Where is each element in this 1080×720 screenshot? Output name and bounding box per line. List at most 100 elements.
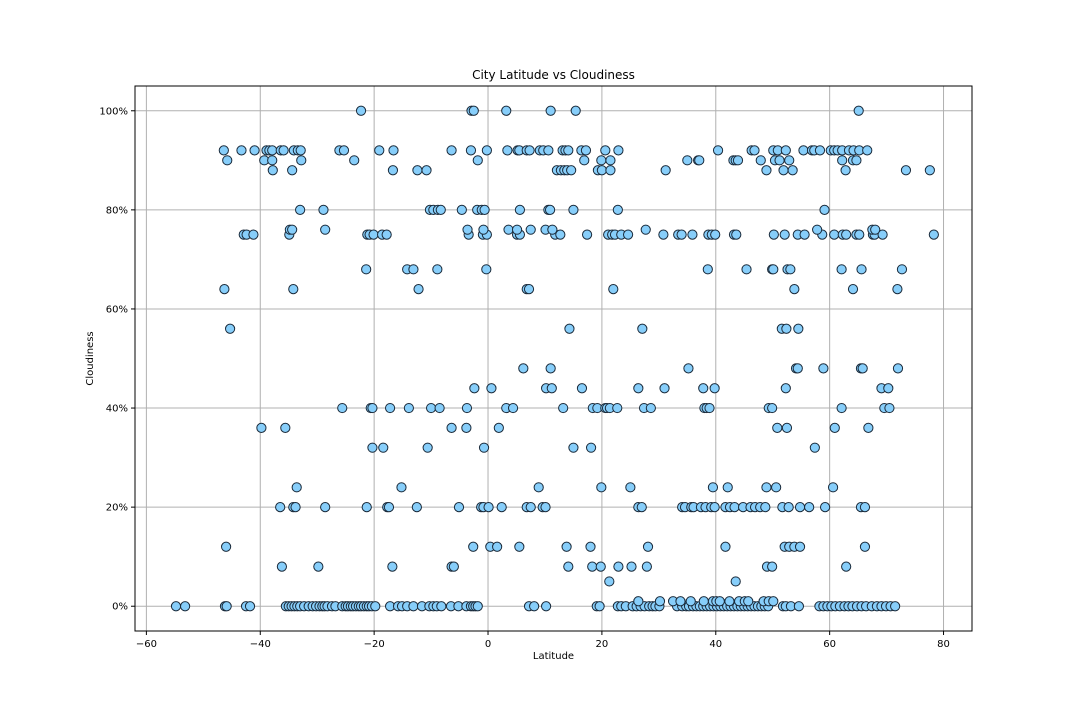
data-point [249,145,260,156]
data-point [381,229,392,240]
data-point [814,145,826,156]
data-point [809,442,820,453]
data-point [295,145,306,156]
data-point [501,105,512,116]
data-point [370,601,381,612]
data-point [503,224,514,235]
data-point [892,363,904,374]
data-point [568,204,579,215]
data-point [462,224,473,235]
data-point [435,204,446,215]
data-point [275,502,286,513]
data-point [710,229,721,240]
data-point [221,601,232,612]
data-point [566,165,577,176]
data-point [561,541,572,552]
data-point [729,502,740,513]
data-point [778,165,789,176]
data-point [280,422,291,433]
data-point [295,204,306,215]
data-point [543,145,554,156]
data-point [525,224,536,235]
data-point [276,561,288,572]
data-point [434,402,445,414]
data-point [784,155,795,166]
data-point [563,145,574,156]
data-point [479,204,490,215]
data-point [436,601,447,612]
data-point [408,601,419,612]
data-point [540,502,551,513]
data-point [493,422,504,433]
data-point [384,402,396,414]
data-point [576,383,588,394]
data-point [660,165,671,176]
data-point [581,229,593,240]
data-point [760,502,771,513]
data-point [267,165,278,176]
y-tick-label: 60% [106,304,128,315]
data-point [579,155,590,166]
data-point [596,155,607,166]
data-point [720,541,731,552]
x-tick-label: −40 [250,639,271,650]
data-point [890,601,901,612]
data-point [741,264,752,275]
data-point [595,561,606,572]
data-point [829,422,840,433]
data-point [320,224,331,235]
data-point [486,383,497,394]
data-point [413,284,424,295]
data-point [755,155,766,166]
data-point [640,224,651,235]
data-point [558,402,569,414]
data-point [683,363,694,374]
data-point [633,383,644,394]
data-point [829,229,840,240]
data-point [600,145,611,156]
data-point [425,402,437,414]
data-point [804,502,815,513]
data-point [774,155,785,166]
data-point [468,541,479,552]
data-point [524,145,535,156]
data-point [863,422,874,433]
data-point [625,482,636,493]
y-tick-label: 80% [106,205,128,216]
data-point [884,402,895,414]
data-point [422,442,433,453]
data-point [859,541,871,552]
data-point [605,155,616,166]
data-point [698,596,709,607]
data-point [659,383,670,394]
data-point [585,541,596,552]
data-point [544,204,556,215]
data-point [787,165,798,176]
data-point [368,229,379,240]
data-point [924,165,935,176]
data-point [636,502,647,513]
data-point [709,502,720,513]
data-point [461,422,472,433]
data-point [707,482,719,493]
data-point [411,502,422,513]
data-point [841,561,852,572]
x-tick-label: 20 [596,639,609,650]
data-point [492,541,503,552]
data-point [642,541,654,552]
data-point [587,561,598,572]
data-point [540,601,552,612]
data-point [794,502,806,513]
data-point [545,363,556,374]
data-point [563,561,574,572]
data-point [378,442,389,453]
data-point [722,482,733,493]
data-point [472,155,483,166]
data-point [812,224,823,235]
data-point [892,284,903,295]
data-point [613,561,624,572]
data-point [313,561,324,572]
data-point [236,145,247,156]
